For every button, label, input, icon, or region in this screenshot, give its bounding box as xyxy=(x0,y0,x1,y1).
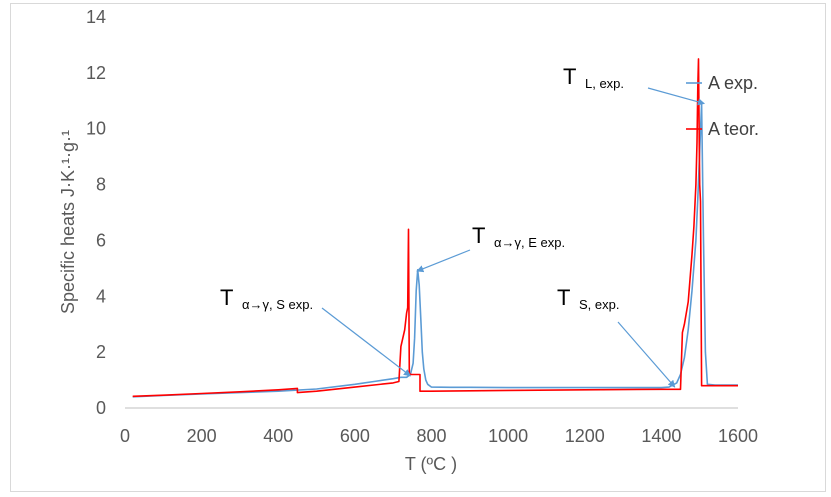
x-tick-label: 200 xyxy=(187,426,217,446)
annotation-arrow xyxy=(647,87,705,106)
y-tick-label: 12 xyxy=(86,63,106,83)
x-tick-label: 400 xyxy=(263,426,293,446)
y-tick-label: 10 xyxy=(86,119,106,139)
annotation-label: T L, exp. xyxy=(563,64,705,106)
x-tick-label: 1400 xyxy=(641,426,681,446)
x-axis-title: T (ºC ) xyxy=(405,454,457,474)
x-tick-label: 800 xyxy=(416,426,446,446)
annotation-sub: α→γ, S exp. xyxy=(242,297,313,312)
x-tick-label: 1600 xyxy=(718,426,758,446)
x-tick-labels: 0 200 400 600 800 1000 1200 1400 1600 xyxy=(120,426,758,446)
y-tick-label: 6 xyxy=(96,230,106,250)
series-layer xyxy=(132,58,738,398)
annotation-label: T S, exp. xyxy=(557,285,676,388)
y-tick-label: 8 xyxy=(96,175,106,195)
annotation-main: T xyxy=(563,64,576,89)
legend-label: A teor. xyxy=(708,119,759,139)
y-tick-labels: 0 2 4 6 8 10 12 14 xyxy=(86,7,106,418)
annotation-arrow xyxy=(416,249,471,273)
y-tick-label: 14 xyxy=(86,7,106,27)
annotation-sub: S, exp. xyxy=(579,297,619,312)
annotation-sub: L, exp. xyxy=(585,76,624,91)
annotation-main: T xyxy=(472,223,485,248)
x-tick-label: 1200 xyxy=(565,426,605,446)
annotation-main: T xyxy=(557,285,570,310)
y-tick-label: 0 xyxy=(96,398,106,418)
x-tick-label: 0 xyxy=(120,426,130,446)
annotation-sub: α→γ, E exp. xyxy=(494,235,565,250)
y-tick-label: 2 xyxy=(96,342,106,362)
y-tick-label: 4 xyxy=(96,286,106,306)
annotation-arrow xyxy=(321,307,411,377)
y-axis-title: Specific heats J·K·¹·g·¹ xyxy=(58,130,78,314)
x-tick-label: 1000 xyxy=(488,426,528,446)
legend: A exp. A teor. xyxy=(686,73,759,139)
legend-label: A exp. xyxy=(708,73,758,93)
annotation-arrow xyxy=(617,321,676,388)
series-line-a-teor xyxy=(132,58,738,398)
series-line-a-exp xyxy=(132,102,738,398)
chart-frame xyxy=(10,3,826,492)
annotation-main: T xyxy=(220,285,233,310)
x-tick-label: 600 xyxy=(340,426,370,446)
